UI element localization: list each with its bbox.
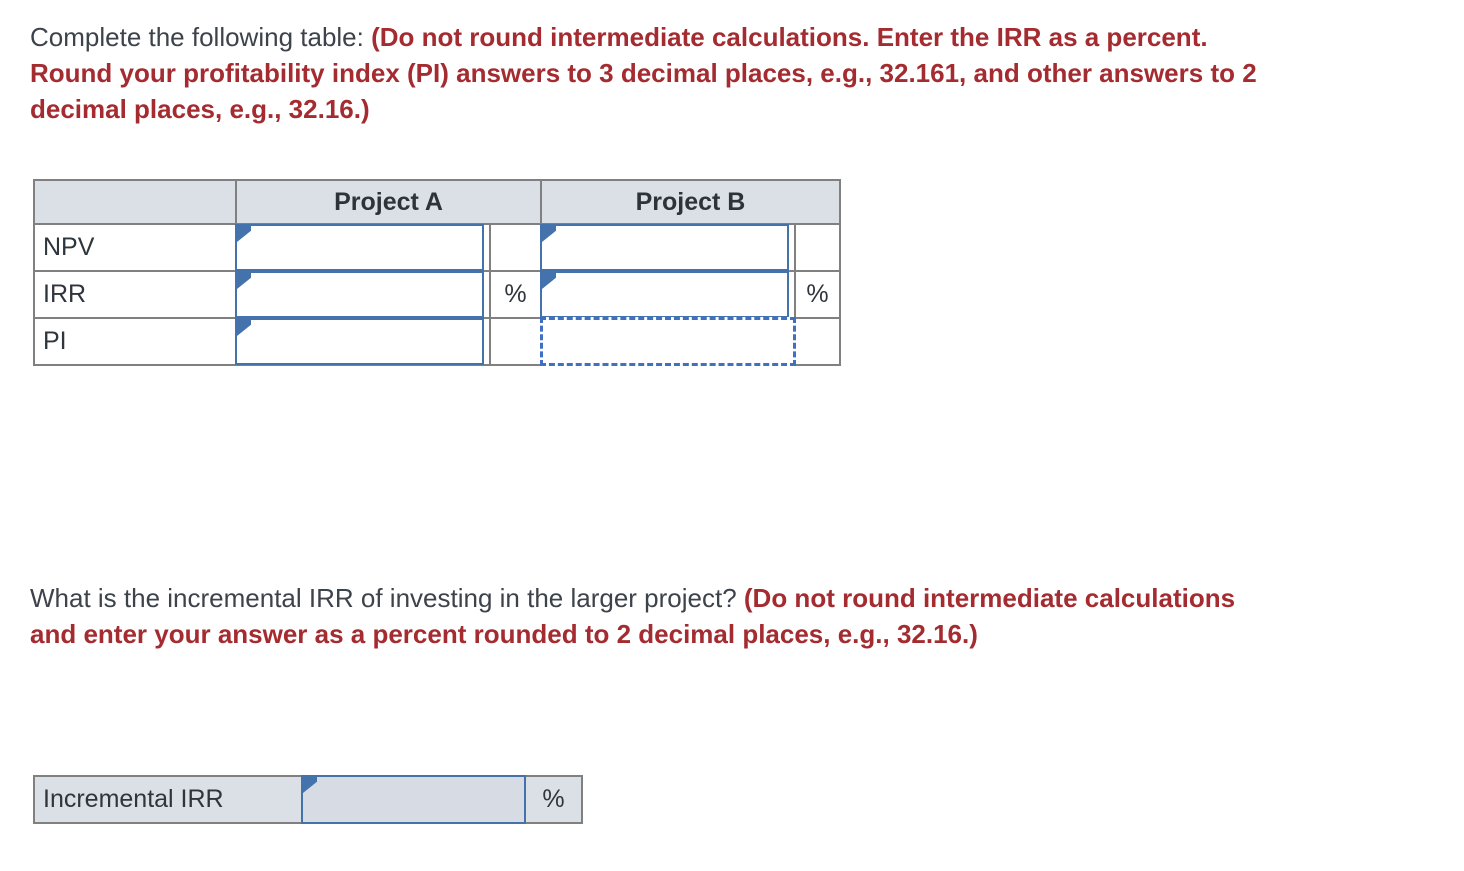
irr-project-a-input[interactable] xyxy=(237,273,482,316)
incremental-irr-answerbox xyxy=(301,775,526,824)
row-label-npv: NPV xyxy=(33,223,237,272)
irr-project-a-answerbox xyxy=(235,271,484,318)
npv-project-a-input[interactable] xyxy=(237,226,482,269)
npv-b-suffix xyxy=(794,223,841,272)
npv-project-b-answerbox xyxy=(540,224,789,271)
npv-a-suffix xyxy=(489,223,542,272)
npv-project-b-cell xyxy=(540,223,796,272)
pi-a-suffix xyxy=(489,317,542,366)
irr-project-b-cell xyxy=(540,270,796,319)
pi-project-b-no-entry-box xyxy=(540,317,796,366)
corner-cell xyxy=(33,179,237,225)
table-row-pi: PI xyxy=(33,317,841,366)
question-1-text: Complete the following table: xyxy=(30,22,372,52)
table-row-irr: IRR % % xyxy=(33,270,841,319)
npv-project-b-input[interactable] xyxy=(542,226,787,269)
pi-project-a-input[interactable] xyxy=(237,320,482,363)
question-2-instruction: (Do not round intermediate calculations … xyxy=(30,583,1236,649)
question-2-text: What is the incremental IRR of investing… xyxy=(30,583,744,613)
project-b-header: Project B xyxy=(540,179,841,225)
row-label-pi: PI xyxy=(33,317,237,366)
irr-project-b-input[interactable] xyxy=(542,273,787,316)
npv-project-a-answerbox xyxy=(235,224,484,271)
pi-project-b-cell xyxy=(540,317,796,366)
incremental-irr-table: Incremental IRR % xyxy=(33,775,583,824)
incremental-irr-cell xyxy=(301,775,526,824)
header-row: Project A Project B xyxy=(33,179,841,225)
npv-project-a-cell xyxy=(235,223,491,272)
question-1: Complete the following table: (Do not ro… xyxy=(30,19,1280,127)
projects-table: Project A Project B NPV IRR xyxy=(33,179,841,366)
row-label-incremental-irr: Incremental IRR xyxy=(33,775,303,824)
incremental-irr-input[interactable] xyxy=(303,777,524,822)
pi-b-suffix xyxy=(794,317,841,366)
irr-project-a-cell xyxy=(235,270,491,319)
pi-project-a-answerbox xyxy=(235,318,484,365)
row-label-irr: IRR xyxy=(33,270,237,319)
pi-project-a-cell xyxy=(235,317,491,366)
project-a-header: Project A xyxy=(235,179,542,225)
table-row-incremental-irr: Incremental IRR % xyxy=(33,775,583,824)
irr-project-b-answerbox xyxy=(540,271,789,318)
question-1-instruction: (Do not round intermediate calculations.… xyxy=(30,22,1257,124)
irr-a-suffix: % xyxy=(489,270,542,319)
question-2: What is the incremental IRR of investing… xyxy=(30,580,1280,652)
irr-b-suffix: % xyxy=(794,270,841,319)
table-row-npv: NPV xyxy=(33,223,841,272)
incremental-irr-suffix: % xyxy=(524,775,583,824)
